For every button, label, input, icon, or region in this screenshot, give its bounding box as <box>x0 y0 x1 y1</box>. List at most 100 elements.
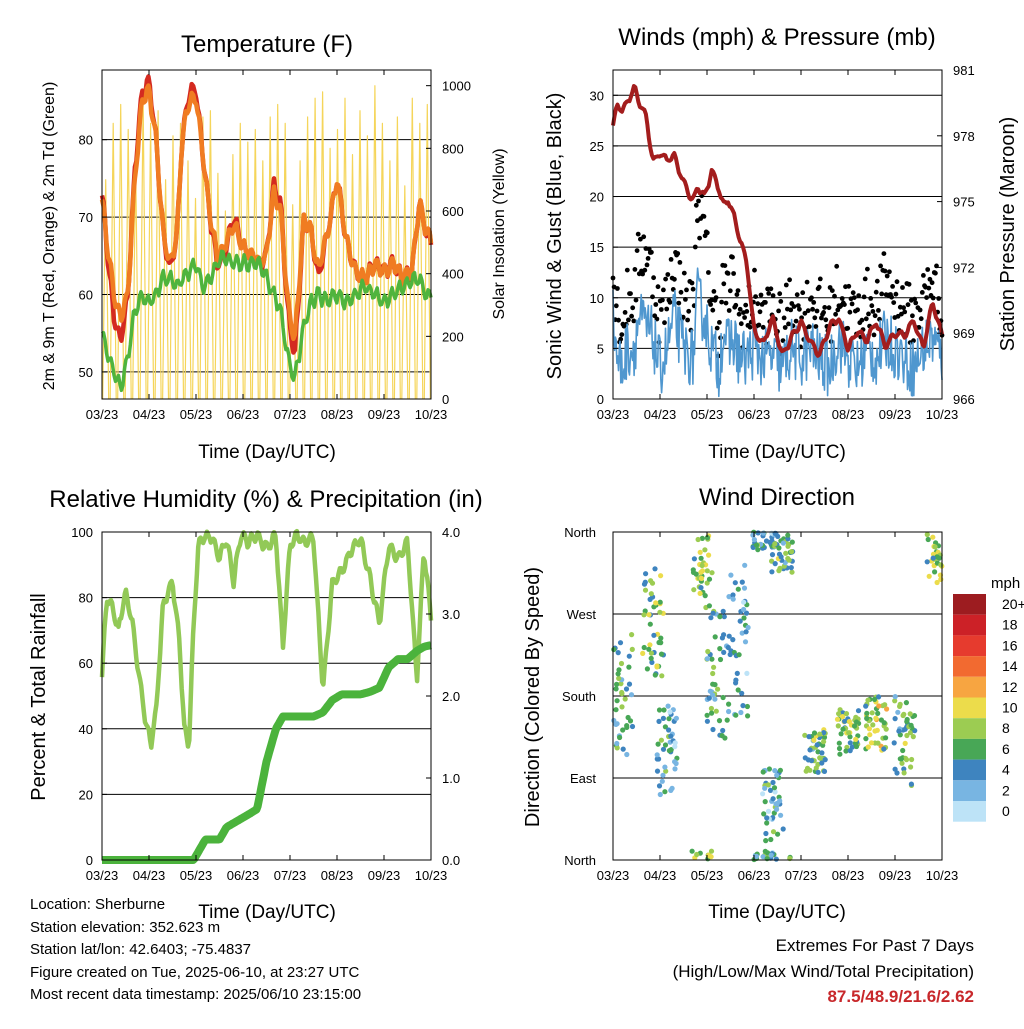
rh-xlabel: Time (Day/UTC) <box>198 902 336 923</box>
gust-point <box>791 304 797 309</box>
direction-point <box>740 703 746 709</box>
direction-point <box>726 701 732 707</box>
direction-point <box>840 714 846 720</box>
direction-point <box>710 670 716 677</box>
gust-point <box>758 292 764 298</box>
solar-spike <box>199 116 207 400</box>
direction-point <box>745 713 751 719</box>
direction-point <box>783 550 789 556</box>
gust-point <box>850 290 856 296</box>
x-tick-label: 03/23 <box>86 868 119 883</box>
direction-point <box>772 541 778 547</box>
gust-point <box>845 325 851 331</box>
direction-point <box>863 703 869 709</box>
solar-spike <box>229 154 237 400</box>
direction-point <box>663 768 669 774</box>
solar-spike <box>408 97 416 400</box>
gust-point <box>889 294 894 300</box>
wind-xlabel: Time (Day/UTC) <box>708 442 846 463</box>
direction-point <box>648 591 654 597</box>
gust-point <box>713 295 719 300</box>
direction-point <box>901 770 907 776</box>
direction-point <box>789 539 795 545</box>
gust-point <box>711 289 717 294</box>
solar-spike <box>154 110 162 400</box>
direction-point <box>732 580 738 586</box>
direction-title: Wind Direction <box>699 484 855 511</box>
gust-point <box>918 316 924 322</box>
direction-point <box>867 732 873 738</box>
direction-point <box>843 711 850 717</box>
direction-point <box>721 632 727 638</box>
x-tick-label: 08/23 <box>832 868 865 883</box>
direction-point <box>708 854 714 860</box>
direction-point <box>713 708 719 714</box>
direction-point <box>730 637 736 643</box>
gust-point <box>882 268 888 274</box>
wind-left-ticks: 0 5 10 15 20 25 30 <box>590 88 618 407</box>
direction-point <box>892 694 898 700</box>
gust-point <box>890 284 895 289</box>
gust-point <box>783 282 789 288</box>
direction-point <box>847 748 853 754</box>
direction-point <box>785 543 791 549</box>
direction-point <box>654 664 660 670</box>
gust-point <box>677 260 683 265</box>
x-tick-label: 08/23 <box>832 407 865 422</box>
direction-point <box>843 748 849 754</box>
direction-point <box>743 610 750 616</box>
temperature-title: Temperature (F) <box>181 31 353 58</box>
direction-point <box>930 534 936 540</box>
direction-point <box>764 815 770 821</box>
direction-point <box>772 789 778 795</box>
extremes-values: 87.5/48.9/21.6/2.62 <box>827 987 974 1006</box>
direction-point <box>846 730 852 736</box>
direction-point <box>672 759 678 765</box>
gust-point <box>846 283 852 289</box>
pressure-right-ticks: 966 969 972 975 978 981 <box>937 63 975 407</box>
gust-point <box>644 262 650 268</box>
direction-point <box>789 569 795 575</box>
legend-swatch <box>953 614 986 636</box>
station-pressure-line <box>611 84 944 358</box>
gust-point <box>730 254 735 260</box>
direction-point <box>814 742 820 748</box>
station-elevation: Station elevation: 352.623 m <box>30 918 221 936</box>
direction-point <box>709 710 715 716</box>
gust-point <box>893 291 899 297</box>
direction-point <box>769 569 775 575</box>
direction-point <box>852 740 859 746</box>
direction-point <box>704 712 710 718</box>
direction-point <box>769 552 776 558</box>
legend-swatch <box>953 738 986 760</box>
direction-point <box>742 562 748 568</box>
gust-point <box>628 291 633 296</box>
direction-point <box>896 728 902 734</box>
solar-spike <box>102 179 110 400</box>
direction-point <box>710 692 716 698</box>
direction-point <box>624 751 630 758</box>
direction-point <box>720 608 726 614</box>
direction-point <box>768 852 774 858</box>
direction-point <box>909 756 915 763</box>
gust-point <box>891 300 897 305</box>
y-tick-label: 60 <box>79 656 93 671</box>
direction-point <box>666 748 673 754</box>
direction-point <box>834 716 841 722</box>
direction-point <box>704 535 711 541</box>
solar-spike <box>147 122 155 400</box>
direction-point <box>644 666 651 672</box>
y-tick-label: 20 <box>590 190 604 205</box>
direction-point <box>763 538 770 544</box>
temperature-x-ticks: 03/23 04/23 05/23 06/23 07/23 08/23 09/23 10/23 <box>86 70 447 422</box>
direction-point <box>908 722 914 728</box>
direction-point <box>662 764 668 770</box>
direction-point <box>932 544 938 550</box>
solar-spike <box>326 147 334 400</box>
direction-point <box>626 681 633 687</box>
direction-point <box>761 811 767 817</box>
gust-point <box>661 287 666 293</box>
gust-point <box>726 308 732 313</box>
y2-tick-label: 0 <box>442 392 449 407</box>
gust-point <box>793 318 799 324</box>
